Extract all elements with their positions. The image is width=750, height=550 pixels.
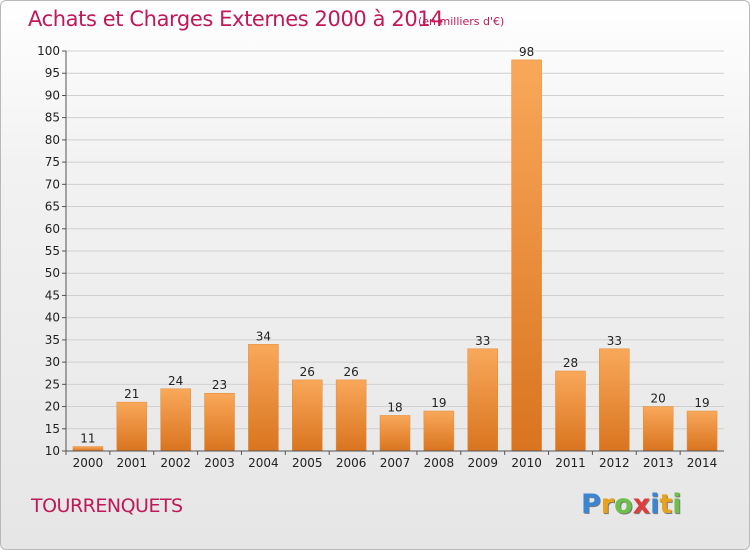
x-tick-label: 2009 [467, 456, 498, 470]
x-tick-label: 2010 [511, 456, 542, 470]
y-tick-label: 80 [45, 133, 60, 147]
commune-name: TOURRENQUETS [31, 495, 183, 517]
y-tick-label: 30 [45, 355, 60, 369]
axes [65, 51, 724, 452]
data-label: 28 [563, 356, 578, 370]
y-tick-label: 85 [45, 111, 60, 125]
x-tick-label: 2001 [117, 456, 148, 470]
bar [204, 392, 235, 452]
data-label: 19 [431, 396, 446, 410]
logo-letter: t [659, 489, 673, 520]
y-tick-label: 95 [45, 66, 60, 80]
data-label: 19 [694, 396, 709, 410]
chart-title: Achats et Charges Externes 2000 à 2014 [28, 7, 444, 31]
x-tick-label: 2011 [555, 456, 586, 470]
bar [160, 388, 191, 452]
bar [467, 348, 498, 452]
y-tick-label: 75 [45, 155, 60, 169]
bars: 11 21 24 23 34 26 26 18 19 33 98 28 33 20 19 [72, 45, 718, 452]
data-label: 11 [80, 432, 95, 446]
y-tick-label: 65 [45, 200, 60, 214]
x-tick-label: 2002 [160, 456, 191, 470]
x-tick-label: 2000 [73, 456, 104, 470]
bar [686, 410, 718, 452]
logo-letter: x [632, 489, 651, 520]
data-label: 34 [256, 329, 271, 343]
data-label: 26 [343, 365, 358, 379]
x-tick-label: 2005 [292, 456, 323, 470]
bar [116, 401, 148, 452]
proxiti-logo[interactable]: Proxiti [581, 489, 682, 520]
bar [335, 379, 367, 452]
x-tick-label: 2003 [204, 456, 235, 470]
y-tick-label: 55 [45, 244, 60, 258]
data-label: 33 [607, 334, 622, 348]
y-tick-label: 50 [45, 266, 60, 280]
data-label: 26 [300, 365, 315, 379]
bar [248, 344, 279, 452]
bar [555, 370, 586, 452]
bar [642, 406, 674, 452]
chart-unit: (en milliers d'€) [418, 15, 505, 28]
y-tick-label: 45 [45, 288, 60, 302]
y-tick-label: 25 [45, 377, 60, 391]
data-label: 23 [212, 378, 227, 392]
bar [511, 59, 542, 452]
data-label: 21 [124, 387, 139, 401]
logo-letter: P [581, 489, 601, 520]
y-tick-label: 100 [37, 44, 60, 58]
y-axis-ticks: 10 15 20 25 30 35 40 45 50 55 60 65 70 75 80 85 90 95 100 [37, 44, 66, 458]
y-tick-label: 10 [45, 444, 60, 458]
data-label: 33 [475, 334, 490, 348]
data-label: 20 [651, 392, 666, 406]
logo-letter: i [672, 489, 682, 520]
x-axis-ticks: 2000 2001 2002 2003 2004 2005 2006 2007 2008 2009… [65, 451, 718, 470]
bar [599, 348, 630, 452]
y-tick-label: 90 [45, 88, 60, 102]
x-tick-label: 2013 [643, 456, 674, 470]
y-tick-label: 60 [45, 222, 60, 236]
logo-letter: o [614, 489, 633, 520]
data-label: 18 [387, 400, 402, 414]
y-tick-label: 20 [45, 400, 60, 414]
bar [292, 379, 323, 452]
bar [379, 415, 411, 452]
logo-letter: r [600, 489, 615, 520]
y-tick-label: 40 [45, 311, 60, 325]
bar [423, 410, 455, 452]
y-tick-label: 15 [45, 422, 60, 436]
x-tick-label: 2012 [599, 456, 630, 470]
x-tick-label: 2014 [687, 456, 718, 470]
x-tick-label: 2007 [380, 456, 411, 470]
x-tick-label: 2006 [336, 456, 367, 470]
data-label: 24 [168, 374, 183, 388]
data-label: 98 [519, 45, 534, 59]
logo-letter: i [650, 489, 660, 520]
bar [72, 446, 104, 452]
x-tick-label: 2004 [248, 456, 279, 470]
y-tick-label: 70 [45, 177, 60, 191]
x-tick-label: 2008 [424, 456, 455, 470]
y-tick-label: 35 [45, 333, 60, 347]
